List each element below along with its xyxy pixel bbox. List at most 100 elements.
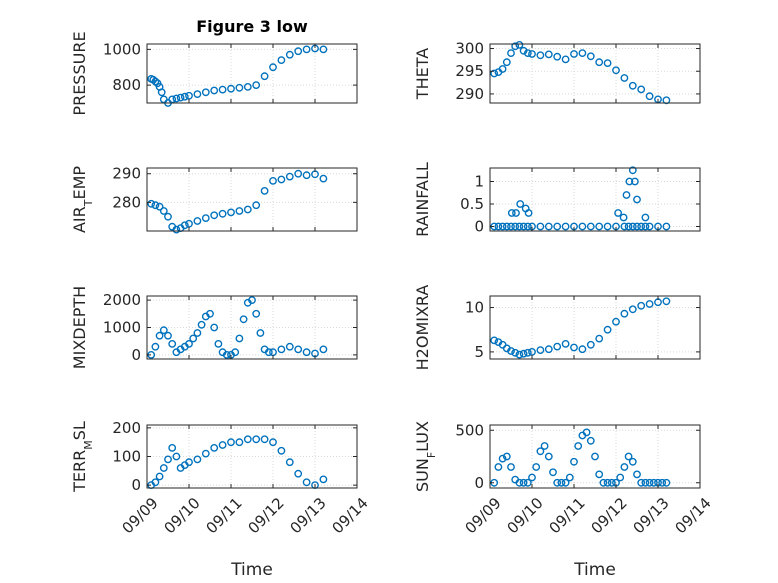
data-point bbox=[172, 94, 181, 103]
data-point bbox=[172, 225, 181, 234]
y-axis-label-part: PRESSURE bbox=[70, 31, 89, 115]
data-point bbox=[159, 326, 168, 335]
panel-2: 290 295 300 THETA bbox=[413, 40, 701, 105]
data-point bbox=[193, 329, 202, 337]
data-point bbox=[595, 58, 604, 67]
data-point bbox=[523, 222, 532, 231]
data-point bbox=[243, 205, 252, 214]
panel-6: 5 10 H2OMIXRA bbox=[413, 285, 701, 371]
y-axis-label: AIRTEMP bbox=[70, 166, 95, 233]
data-point bbox=[586, 52, 595, 61]
data-point bbox=[147, 199, 156, 208]
data-point bbox=[628, 166, 637, 175]
data-point bbox=[201, 214, 210, 223]
y-tick-label: 0 bbox=[474, 474, 484, 492]
y-tick-label: 0 bbox=[131, 346, 141, 364]
panel-1: 800 1000 PRESSURE bbox=[70, 31, 358, 116]
data-point bbox=[591, 452, 599, 461]
y-tick-label: 800 bbox=[112, 76, 141, 94]
data-point bbox=[159, 207, 168, 215]
data-point bbox=[645, 92, 654, 101]
data-point bbox=[633, 470, 641, 479]
data-point bbox=[603, 59, 612, 67]
data-point bbox=[256, 329, 265, 337]
x-axis-label-left: Time bbox=[230, 560, 273, 580]
data-point bbox=[523, 348, 532, 357]
y-axis-label: H2OMIXRA bbox=[413, 285, 432, 371]
plot-area bbox=[490, 296, 700, 359]
y-axis-label: THETA bbox=[413, 48, 432, 100]
data-point bbox=[544, 345, 553, 354]
data-point bbox=[294, 469, 303, 478]
x-tick-label: 09/12 bbox=[587, 494, 630, 537]
data-point bbox=[561, 339, 570, 348]
data-point bbox=[561, 55, 570, 64]
y-axis-label-part: H2OMIXRA bbox=[413, 285, 432, 371]
data-point bbox=[285, 172, 294, 181]
data-point bbox=[294, 345, 303, 354]
data-point bbox=[498, 65, 507, 73]
data-point bbox=[641, 222, 650, 231]
y-tick-label: 200 bbox=[112, 419, 141, 437]
data-point bbox=[637, 478, 646, 487]
data-point bbox=[151, 201, 160, 210]
data-point bbox=[633, 195, 641, 204]
x-tick-label: 09/11 bbox=[545, 494, 588, 537]
y-tick-label: 0 bbox=[131, 476, 141, 494]
data-point bbox=[662, 96, 671, 105]
x-tick-label: 09/13 bbox=[286, 494, 329, 537]
data-point bbox=[523, 49, 532, 57]
y-tick-label: 100 bbox=[112, 448, 141, 466]
data-point bbox=[319, 45, 328, 54]
data-point bbox=[561, 478, 570, 487]
y-tick-label: 290 bbox=[112, 165, 141, 183]
data-point bbox=[578, 222, 587, 231]
data-point bbox=[540, 442, 549, 450]
data-point bbox=[633, 222, 641, 231]
data-point bbox=[553, 52, 562, 61]
data-point bbox=[603, 222, 612, 231]
data-point bbox=[595, 334, 604, 343]
data-point bbox=[164, 212, 172, 221]
data-point bbox=[645, 222, 654, 231]
axes-box bbox=[489, 167, 701, 232]
data-point bbox=[658, 478, 667, 487]
x-axis-label-right: Time bbox=[573, 560, 616, 580]
axes-box bbox=[146, 167, 358, 232]
data-point bbox=[515, 350, 524, 359]
data-point bbox=[570, 457, 578, 466]
data-point bbox=[155, 331, 164, 340]
y-axis-label-part: T bbox=[82, 199, 95, 207]
data-point bbox=[519, 478, 528, 487]
data-point bbox=[512, 209, 520, 217]
data-point bbox=[544, 222, 553, 231]
data-point bbox=[523, 478, 532, 487]
data-point bbox=[210, 211, 219, 220]
data-point bbox=[319, 174, 328, 183]
data-point bbox=[544, 452, 553, 461]
data-point bbox=[168, 339, 177, 348]
data-point bbox=[201, 88, 210, 97]
data-point bbox=[595, 222, 604, 231]
data-point bbox=[252, 309, 261, 318]
data-point bbox=[490, 69, 499, 78]
data-point bbox=[519, 222, 528, 231]
data-point bbox=[168, 443, 177, 452]
data-point bbox=[662, 478, 671, 487]
y-axis-label-part: THETA bbox=[413, 48, 432, 100]
data-point bbox=[565, 473, 574, 482]
data-point bbox=[260, 186, 269, 195]
data-point bbox=[197, 320, 206, 329]
y-axis-label-part: F bbox=[425, 452, 438, 458]
data-point bbox=[516, 200, 525, 208]
data-point bbox=[641, 478, 650, 487]
data-point bbox=[637, 85, 646, 94]
data-point bbox=[515, 478, 524, 487]
data-point bbox=[574, 442, 583, 450]
data-point bbox=[172, 452, 181, 461]
data-point bbox=[243, 83, 252, 91]
y-tick-label: 0 bbox=[474, 218, 484, 236]
data-point bbox=[536, 346, 545, 354]
